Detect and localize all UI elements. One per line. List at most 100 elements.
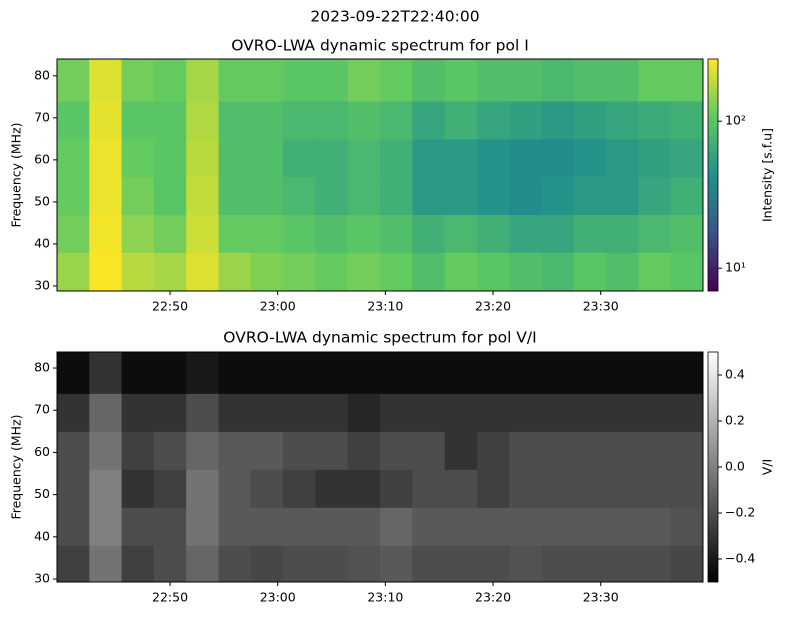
heatmap-cell: [218, 352, 252, 394]
heatmap-cell: [121, 545, 155, 582]
heatmap-cell: [250, 214, 284, 253]
heatmap-cell: [380, 252, 413, 291]
heatmap-cell: [573, 101, 607, 140]
heatmap-cell: [315, 59, 349, 102]
heatmap-cell: [380, 393, 413, 432]
heatmap-cell: [153, 393, 187, 432]
heatmap-cell: [412, 214, 446, 253]
heatmap-cell: [509, 545, 542, 582]
plot-frame: [56, 58, 704, 292]
heatmap-cell: [444, 393, 478, 432]
heatmap-cell: [347, 545, 381, 582]
heatmap-cell: [153, 431, 187, 470]
heatmap-cell: [57, 507, 90, 546]
heatmap-cell: [89, 545, 123, 582]
heatmap-cell: [573, 252, 607, 291]
heatmap-cell: [57, 393, 90, 432]
heatmap-cell: [638, 138, 672, 178]
heatmap-cell: [218, 101, 252, 140]
heatmap-cell: [121, 393, 155, 432]
heatmap-cell: [218, 59, 252, 102]
heatmap-cell: [476, 469, 510, 508]
heatmap-cell: [670, 176, 703, 216]
heatmap-cell: [283, 431, 316, 470]
heatmap-cell: [476, 431, 510, 470]
heatmap-cell: [121, 431, 155, 470]
heatmap-cell: [89, 138, 123, 178]
heatmap-cell: [186, 469, 219, 508]
heatmap-cell: [380, 59, 413, 102]
heatmap-cell: [347, 101, 381, 140]
heatmap-cell: [412, 176, 446, 216]
heatmap-cell: [670, 252, 703, 291]
heatmap-cell: [509, 138, 542, 178]
heatmap-cell: [89, 59, 123, 102]
heatmap-cell: [186, 176, 219, 216]
heatmap-cell: [509, 252, 542, 291]
heatmap-cell: [638, 431, 672, 470]
heatmap-cell: [476, 138, 510, 178]
heatmap-cell: [380, 101, 413, 140]
y-tick-label: 40: [34, 528, 50, 543]
heatmap-cell: [153, 252, 187, 291]
heatmap-cell: [250, 59, 284, 102]
heatmap-cell: [89, 507, 123, 546]
heatmap-cell: [444, 252, 478, 291]
heatmap-cell: [638, 507, 672, 546]
heatmap-cell: [121, 469, 155, 508]
x-tick-label: 23:00: [260, 299, 296, 314]
heatmap-cell: [218, 252, 252, 291]
heatmap-cell: [541, 252, 575, 291]
heatmap-cell: [638, 469, 672, 508]
heatmap-cell: [250, 176, 284, 216]
heatmap-cell: [412, 431, 446, 470]
heatmap-cell: [444, 469, 478, 508]
heatmap-cell: [347, 214, 381, 253]
heatmap-cell: [283, 352, 316, 394]
heatmap-cell: [573, 138, 607, 178]
heatmap-cell: [670, 545, 703, 582]
x-tick-label: 23:30: [583, 299, 619, 314]
heatmap-cell: [186, 431, 219, 470]
colorbar-tick-label: 0.2: [725, 413, 745, 428]
y-tick-label: 50: [34, 486, 50, 501]
heatmap-cell: [283, 469, 316, 508]
heatmap-cell: [250, 252, 284, 291]
heatmap-cell: [573, 352, 607, 394]
heatmap-cell: [380, 176, 413, 216]
heatmap-cell: [412, 507, 446, 546]
heatmap-cell: [541, 352, 575, 394]
heatmap-cell: [89, 469, 123, 508]
heatmap-cell: [283, 101, 316, 140]
y-tick-label: 80: [34, 360, 50, 375]
heatmap-cell: [315, 545, 349, 582]
heatmap-cell: [670, 507, 703, 546]
heatmap-cell: [380, 507, 413, 546]
colorbar-label: Intensity [s.f.u]: [760, 128, 775, 222]
heatmap-cell: [186, 101, 219, 140]
heatmap-cell: [541, 59, 575, 102]
heatmap-cell: [153, 138, 187, 178]
heatmap-cell: [121, 352, 155, 394]
heatmap-cell: [638, 101, 672, 140]
heatmap-cell: [89, 252, 123, 291]
x-tick-label: 23:30: [583, 590, 619, 605]
heatmap-cell: [283, 545, 316, 582]
heatmap-cell: [121, 214, 155, 253]
heatmap-cell: [541, 101, 575, 140]
heatmap-cell: [315, 507, 349, 546]
heatmap-cell: [476, 507, 510, 546]
y-tick-label: 40: [34, 235, 50, 250]
heatmap-cell: [412, 252, 446, 291]
heatmap-cell: [186, 507, 219, 546]
panel-title: OVRO-LWA dynamic spectrum for pol I: [231, 37, 529, 55]
heatmap-cell: [347, 469, 381, 508]
x-tick-label: 23:20: [475, 590, 511, 605]
heatmap-cell: [57, 59, 90, 102]
heatmap-cell: [347, 138, 381, 178]
heatmap-cell: [218, 431, 252, 470]
heatmap-cell: [57, 469, 90, 508]
colorbar-label: V/I: [760, 459, 775, 475]
heatmap-cell: [638, 545, 672, 582]
heatmap-cell: [250, 138, 284, 178]
